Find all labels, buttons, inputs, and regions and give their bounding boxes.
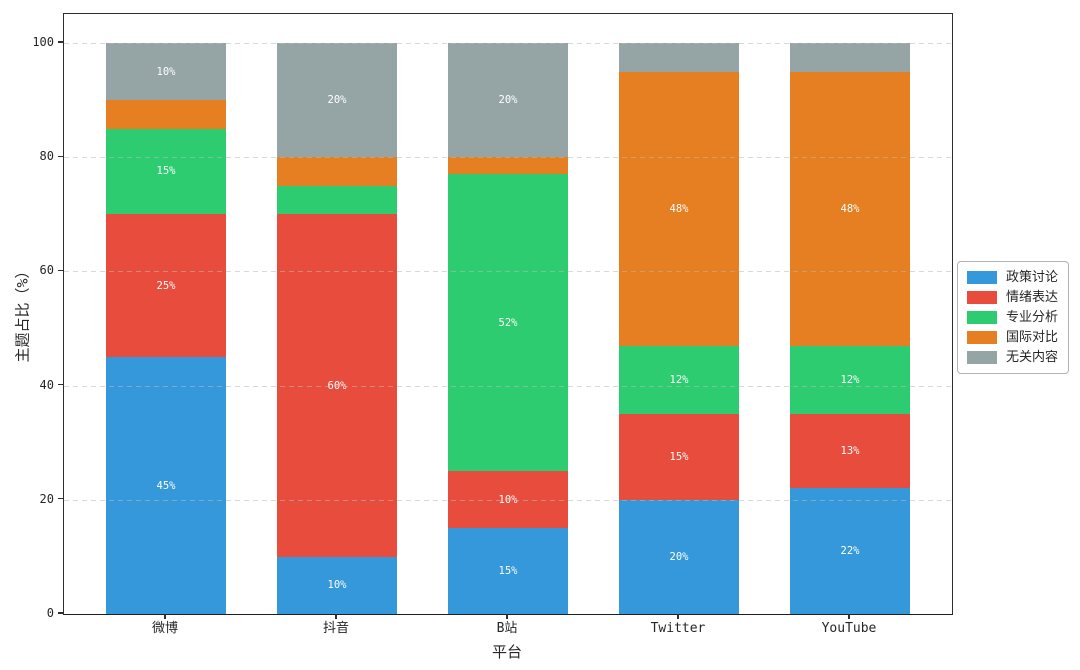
x-tick-mark <box>506 614 508 619</box>
x-tick-mark <box>335 614 337 619</box>
x-tick-label-抖音: 抖音 <box>322 621 350 636</box>
segment-value-label: 13% <box>840 445 860 458</box>
bar-微博: 45% 25% 15% 10% <box>106 14 226 614</box>
legend-item-情绪表达: 情绪表达 <box>967 290 1058 305</box>
bars-layer: 45% 25% 15% 10% 10% 60% 20% 15% 10% 52% 20% 20% 15% 1… <box>64 14 952 614</box>
bar-segment-国际对比 <box>277 157 397 186</box>
bar-segment-情绪表达: 15% <box>619 414 739 500</box>
bar-segment-专业分析: 12% <box>619 345 739 415</box>
segment-value-label: 60% <box>327 379 347 392</box>
segment-value-label: 20% <box>669 550 689 563</box>
x-axis-title: 平台 <box>491 643 523 661</box>
legend-label: 无关内容 <box>1006 350 1059 365</box>
bar-segment-无关内容 <box>790 43 910 72</box>
bar-segment-政策讨论: 20% <box>619 499 739 614</box>
bar-segment-情绪表达: 10% <box>448 471 568 529</box>
segment-value-label: 10% <box>327 579 347 592</box>
bar-segment-无关内容: 20% <box>277 43 397 158</box>
y-tick-mark <box>58 384 63 386</box>
legend-label: 政策讨论 <box>1006 270 1059 285</box>
bar-Twitter: 20% 15% 12% 48% <box>619 14 739 614</box>
bar-segment-专业分析: 52% <box>448 174 568 472</box>
bar-segment-政策讨论: 45% <box>106 357 226 614</box>
legend-label: 专业分析 <box>1006 310 1059 325</box>
y-tick-label: 100 <box>32 35 54 49</box>
bar-segment-专业分析: 12% <box>790 345 910 415</box>
segment-value-label: 20% <box>327 94 347 107</box>
segment-value-label: 20% <box>498 94 518 107</box>
y-tick-label: 0 <box>46 606 54 620</box>
segment-value-label: 10% <box>156 65 176 78</box>
legend-swatch <box>967 291 997 304</box>
x-tick-label-微博: 微博 <box>151 621 179 636</box>
legend-label: 情绪表达 <box>1006 290 1059 305</box>
bar-YouTube: 22% 13% 12% 48% <box>790 14 910 614</box>
y-tick-label: 60 <box>39 263 54 278</box>
legend-label: 国际对比 <box>1006 330 1059 345</box>
bar-segment-无关内容: 20% <box>448 43 568 158</box>
legend-item-政策讨论: 政策讨论 <box>967 270 1058 285</box>
bar-segment-专业分析 <box>277 185 397 215</box>
bar-segment-情绪表达: 13% <box>790 414 910 489</box>
legend-item-无关内容: 无关内容 <box>967 350 1058 365</box>
bar-segment-情绪表达: 25% <box>106 214 226 358</box>
y-tick-mark <box>58 41 63 43</box>
segment-value-label: 10% <box>498 493 518 506</box>
y-tick-mark <box>58 269 63 271</box>
x-tick-mark <box>164 614 166 619</box>
y-tick-mark <box>58 612 63 614</box>
bar-segment-专业分析: 15% <box>106 128 226 215</box>
legend-swatch <box>967 271 997 284</box>
segment-value-label: 52% <box>498 316 518 329</box>
bar-segment-国际对比: 48% <box>619 71 739 346</box>
segment-value-label: 48% <box>669 202 689 215</box>
legend-swatch <box>967 331 997 344</box>
legend-swatch <box>967 351 997 364</box>
bar-segment-政策讨论: 22% <box>790 488 910 614</box>
bar-segment-无关内容: 10% <box>106 43 226 101</box>
segment-value-label: 45% <box>156 479 176 492</box>
bar-B站: 15% 10% 52% 20% <box>448 14 568 614</box>
y-tick-label: 20 <box>39 491 54 506</box>
bar-segment-情绪表达: 60% <box>277 214 397 557</box>
bar-segment-政策讨论: 15% <box>448 528 568 614</box>
legend: 政策讨论情绪表达专业分析国际对比无关内容 <box>957 261 1070 374</box>
y-axis-title: 主题占比（%） <box>13 263 32 363</box>
segment-value-label: 12% <box>669 373 689 386</box>
segment-value-label: 15% <box>669 450 689 463</box>
x-tick-mark <box>848 614 850 619</box>
bar-segment-国际对比 <box>448 157 568 175</box>
legend-item-国际对比: 国际对比 <box>967 330 1058 345</box>
legend-item-专业分析: 专业分析 <box>967 310 1058 325</box>
x-tick-label-B站: B站 <box>496 621 518 636</box>
segment-value-label: 22% <box>840 545 860 558</box>
y-tick-mark <box>58 498 63 500</box>
bar-segment-国际对比: 48% <box>790 71 910 346</box>
x-tick-mark <box>677 614 679 619</box>
y-tick-label: 80 <box>39 149 54 164</box>
x-tick-label-Twitter: Twitter <box>650 621 706 636</box>
segment-value-label: 12% <box>840 373 860 386</box>
y-tick-mark <box>58 155 63 157</box>
plot-area: 45% 25% 15% 10% 10% 60% 20% 15% 10% 52% 20% 20% 15% 1… <box>63 13 953 615</box>
x-tick-label-YouTube: YouTube <box>821 621 877 636</box>
legend-swatch <box>967 311 997 324</box>
bar-segment-无关内容 <box>619 43 739 72</box>
bar-segment-国际对比 <box>106 100 226 129</box>
y-tick-label: 40 <box>39 377 54 392</box>
segment-value-label: 15% <box>498 565 518 578</box>
segment-value-label: 15% <box>156 165 176 178</box>
bar-segment-政策讨论: 10% <box>277 556 397 614</box>
segment-value-label: 25% <box>156 279 176 292</box>
bar-抖音: 10% 60% 20% <box>277 14 397 614</box>
segment-value-label: 48% <box>840 202 860 215</box>
